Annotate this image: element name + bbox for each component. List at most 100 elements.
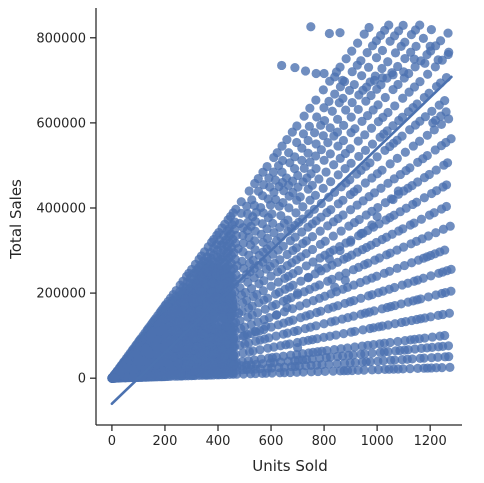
data-point (444, 47, 454, 57)
data-point (297, 155, 307, 165)
data-point (427, 332, 438, 342)
data-point (213, 264, 223, 274)
data-point (411, 41, 421, 51)
data-point (218, 356, 228, 366)
data-point (297, 143, 307, 153)
data-point (301, 261, 311, 271)
data-point (292, 367, 302, 377)
data-point (441, 201, 452, 212)
data-point (237, 256, 247, 266)
data-point (335, 62, 345, 72)
regression-line (110, 75, 453, 406)
x-tick-label: 600 (259, 434, 284, 449)
data-point (360, 349, 370, 359)
data-point (293, 325, 303, 336)
data-point (349, 311, 359, 321)
data-point (444, 308, 454, 318)
data-point (340, 164, 350, 174)
data-point (445, 362, 455, 372)
y-axis-title: Total Sales (7, 179, 25, 260)
y-tick-label: 0 (78, 372, 86, 387)
data-point (416, 294, 426, 304)
x-tick-label: 1200 (414, 434, 447, 449)
data-point (338, 210, 348, 220)
data-point (211, 292, 221, 302)
data-point (408, 141, 418, 151)
data-point (271, 331, 281, 341)
data-point (192, 364, 202, 374)
data-point (393, 336, 403, 347)
data-point (427, 106, 437, 116)
data-point (307, 180, 317, 190)
data-point (392, 153, 402, 163)
data-point (290, 152, 300, 162)
y-tick-label: 600000 (36, 116, 86, 131)
data-point (420, 112, 430, 122)
data-point (250, 368, 261, 379)
data-point (229, 333, 239, 343)
data-point (342, 343, 353, 353)
data-point (250, 236, 260, 246)
data-point (313, 366, 323, 377)
data-point (188, 333, 198, 343)
data-point (305, 103, 315, 113)
data-point (297, 227, 307, 237)
data-point (288, 280, 298, 290)
data-point (441, 107, 451, 117)
data-point (320, 366, 330, 376)
data-point (397, 112, 408, 122)
data-point (314, 280, 325, 290)
data-point (385, 337, 395, 348)
data-point (423, 231, 433, 241)
data-point (246, 284, 257, 294)
data-point (182, 345, 192, 355)
data-point (385, 159, 395, 169)
data-point (366, 90, 376, 101)
data-point (195, 342, 206, 352)
data-point (282, 302, 292, 313)
data-point (414, 136, 425, 146)
data-point (349, 79, 359, 90)
data-point (372, 152, 382, 162)
data-point (268, 218, 278, 228)
data-point (242, 295, 252, 305)
data-point (331, 330, 341, 340)
data-point (275, 255, 285, 265)
data-point (326, 205, 336, 215)
data-point (356, 228, 366, 239)
data-point (338, 195, 348, 205)
data-point (202, 336, 212, 347)
data-point (376, 183, 386, 193)
data-point (409, 54, 419, 64)
data-point (164, 359, 174, 369)
data-point (188, 311, 198, 321)
data-point (353, 104, 363, 115)
data-point (400, 147, 410, 157)
data-point (369, 188, 380, 198)
data-point (376, 80, 386, 90)
data-point (335, 28, 345, 38)
data-point (406, 47, 416, 57)
data-point (199, 329, 209, 339)
data-point (357, 116, 367, 126)
data-point (179, 321, 189, 331)
data-point (311, 95, 321, 105)
data-point (305, 157, 315, 167)
data-point (383, 347, 393, 357)
data-point (330, 89, 340, 99)
data-point (446, 264, 456, 274)
data-point (347, 97, 357, 108)
data-point (298, 202, 308, 212)
data-point (277, 141, 287, 151)
data-point (425, 41, 435, 51)
data-point (362, 111, 373, 121)
data-point (325, 352, 336, 362)
data-point (253, 173, 263, 184)
data-point (271, 299, 281, 310)
data-point (353, 184, 363, 194)
x-tick-label: 1000 (361, 434, 394, 449)
data-point (227, 309, 237, 319)
data-point (390, 48, 401, 58)
data-point (433, 352, 443, 362)
data-point (318, 85, 328, 95)
